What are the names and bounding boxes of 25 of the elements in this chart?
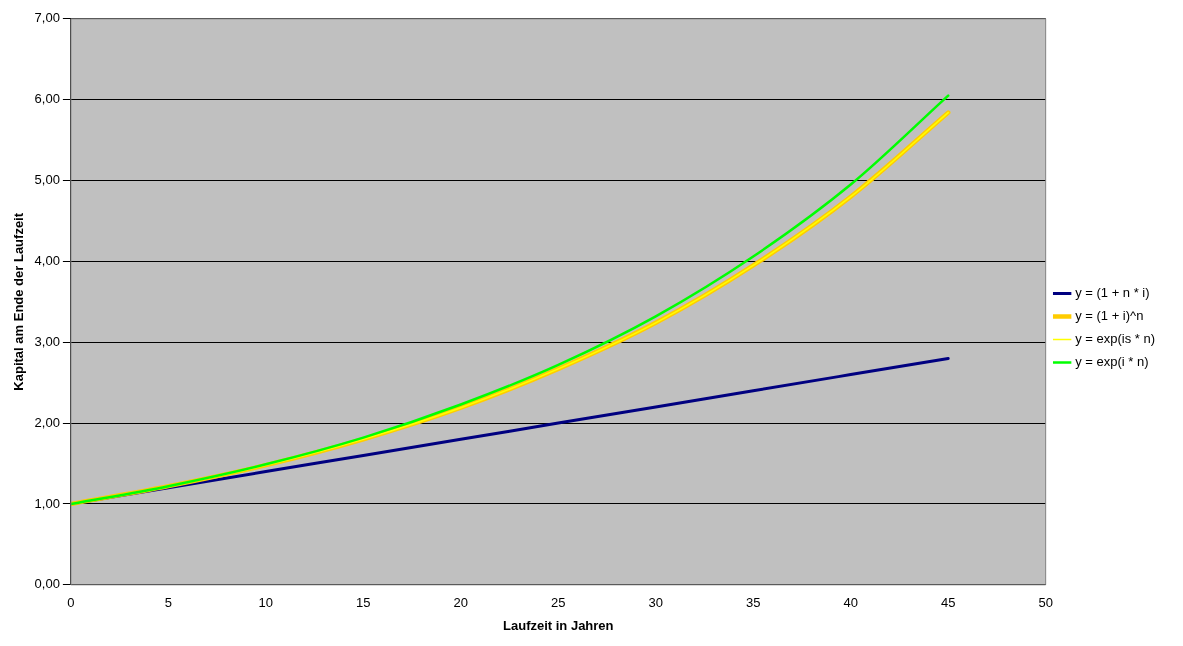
legend-label: y = exp(i * n)	[1075, 354, 1149, 370]
y-tick-label: 6,00	[34, 91, 60, 107]
legend-label: y = (1 + n * i)	[1075, 285, 1150, 301]
y-tick-label: 1,00	[34, 495, 60, 511]
legend-label: y = exp(is * n)	[1075, 331, 1156, 347]
y-tick-label: 7,00	[34, 10, 60, 26]
y-axis-title: Kapital am Ende der Laufzeit	[11, 212, 27, 391]
y-tick-label: 2,00	[34, 414, 60, 430]
x-tick-label: 5	[164, 595, 172, 611]
x-tick-label: 35	[746, 595, 761, 611]
x-tick-label: 15	[356, 595, 371, 611]
x-tick-label: 0	[67, 595, 75, 611]
x-tick-label: 30	[648, 595, 663, 611]
x-tick-label: 10	[258, 595, 274, 611]
x-tick-label: 50	[1038, 595, 1053, 611]
y-tick-label: 4,00	[34, 252, 60, 268]
y-tick-label: 3,00	[34, 333, 60, 349]
x-tick-label: 25	[551, 595, 566, 611]
x-tick-label: 40	[843, 595, 858, 611]
x-tick-label: 45	[940, 595, 956, 611]
x-tick-label: 20	[453, 595, 469, 611]
y-tick-label: 5,00	[34, 172, 60, 188]
y-tick-label: 0,00	[34, 576, 60, 592]
x-axis-title: Laufzeit in Jahren	[503, 617, 614, 633]
legend-label: y = (1 + i)^n	[1075, 308, 1144, 324]
